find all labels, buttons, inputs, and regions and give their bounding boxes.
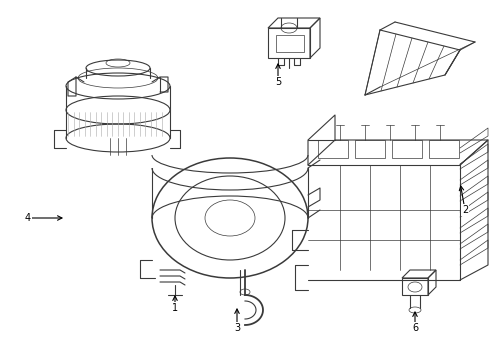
- Text: 3: 3: [234, 323, 240, 333]
- Text: 1: 1: [172, 303, 178, 313]
- Text: 2: 2: [462, 205, 468, 215]
- Text: 5: 5: [275, 77, 281, 87]
- Text: 4: 4: [25, 213, 31, 223]
- Text: 6: 6: [412, 323, 418, 333]
